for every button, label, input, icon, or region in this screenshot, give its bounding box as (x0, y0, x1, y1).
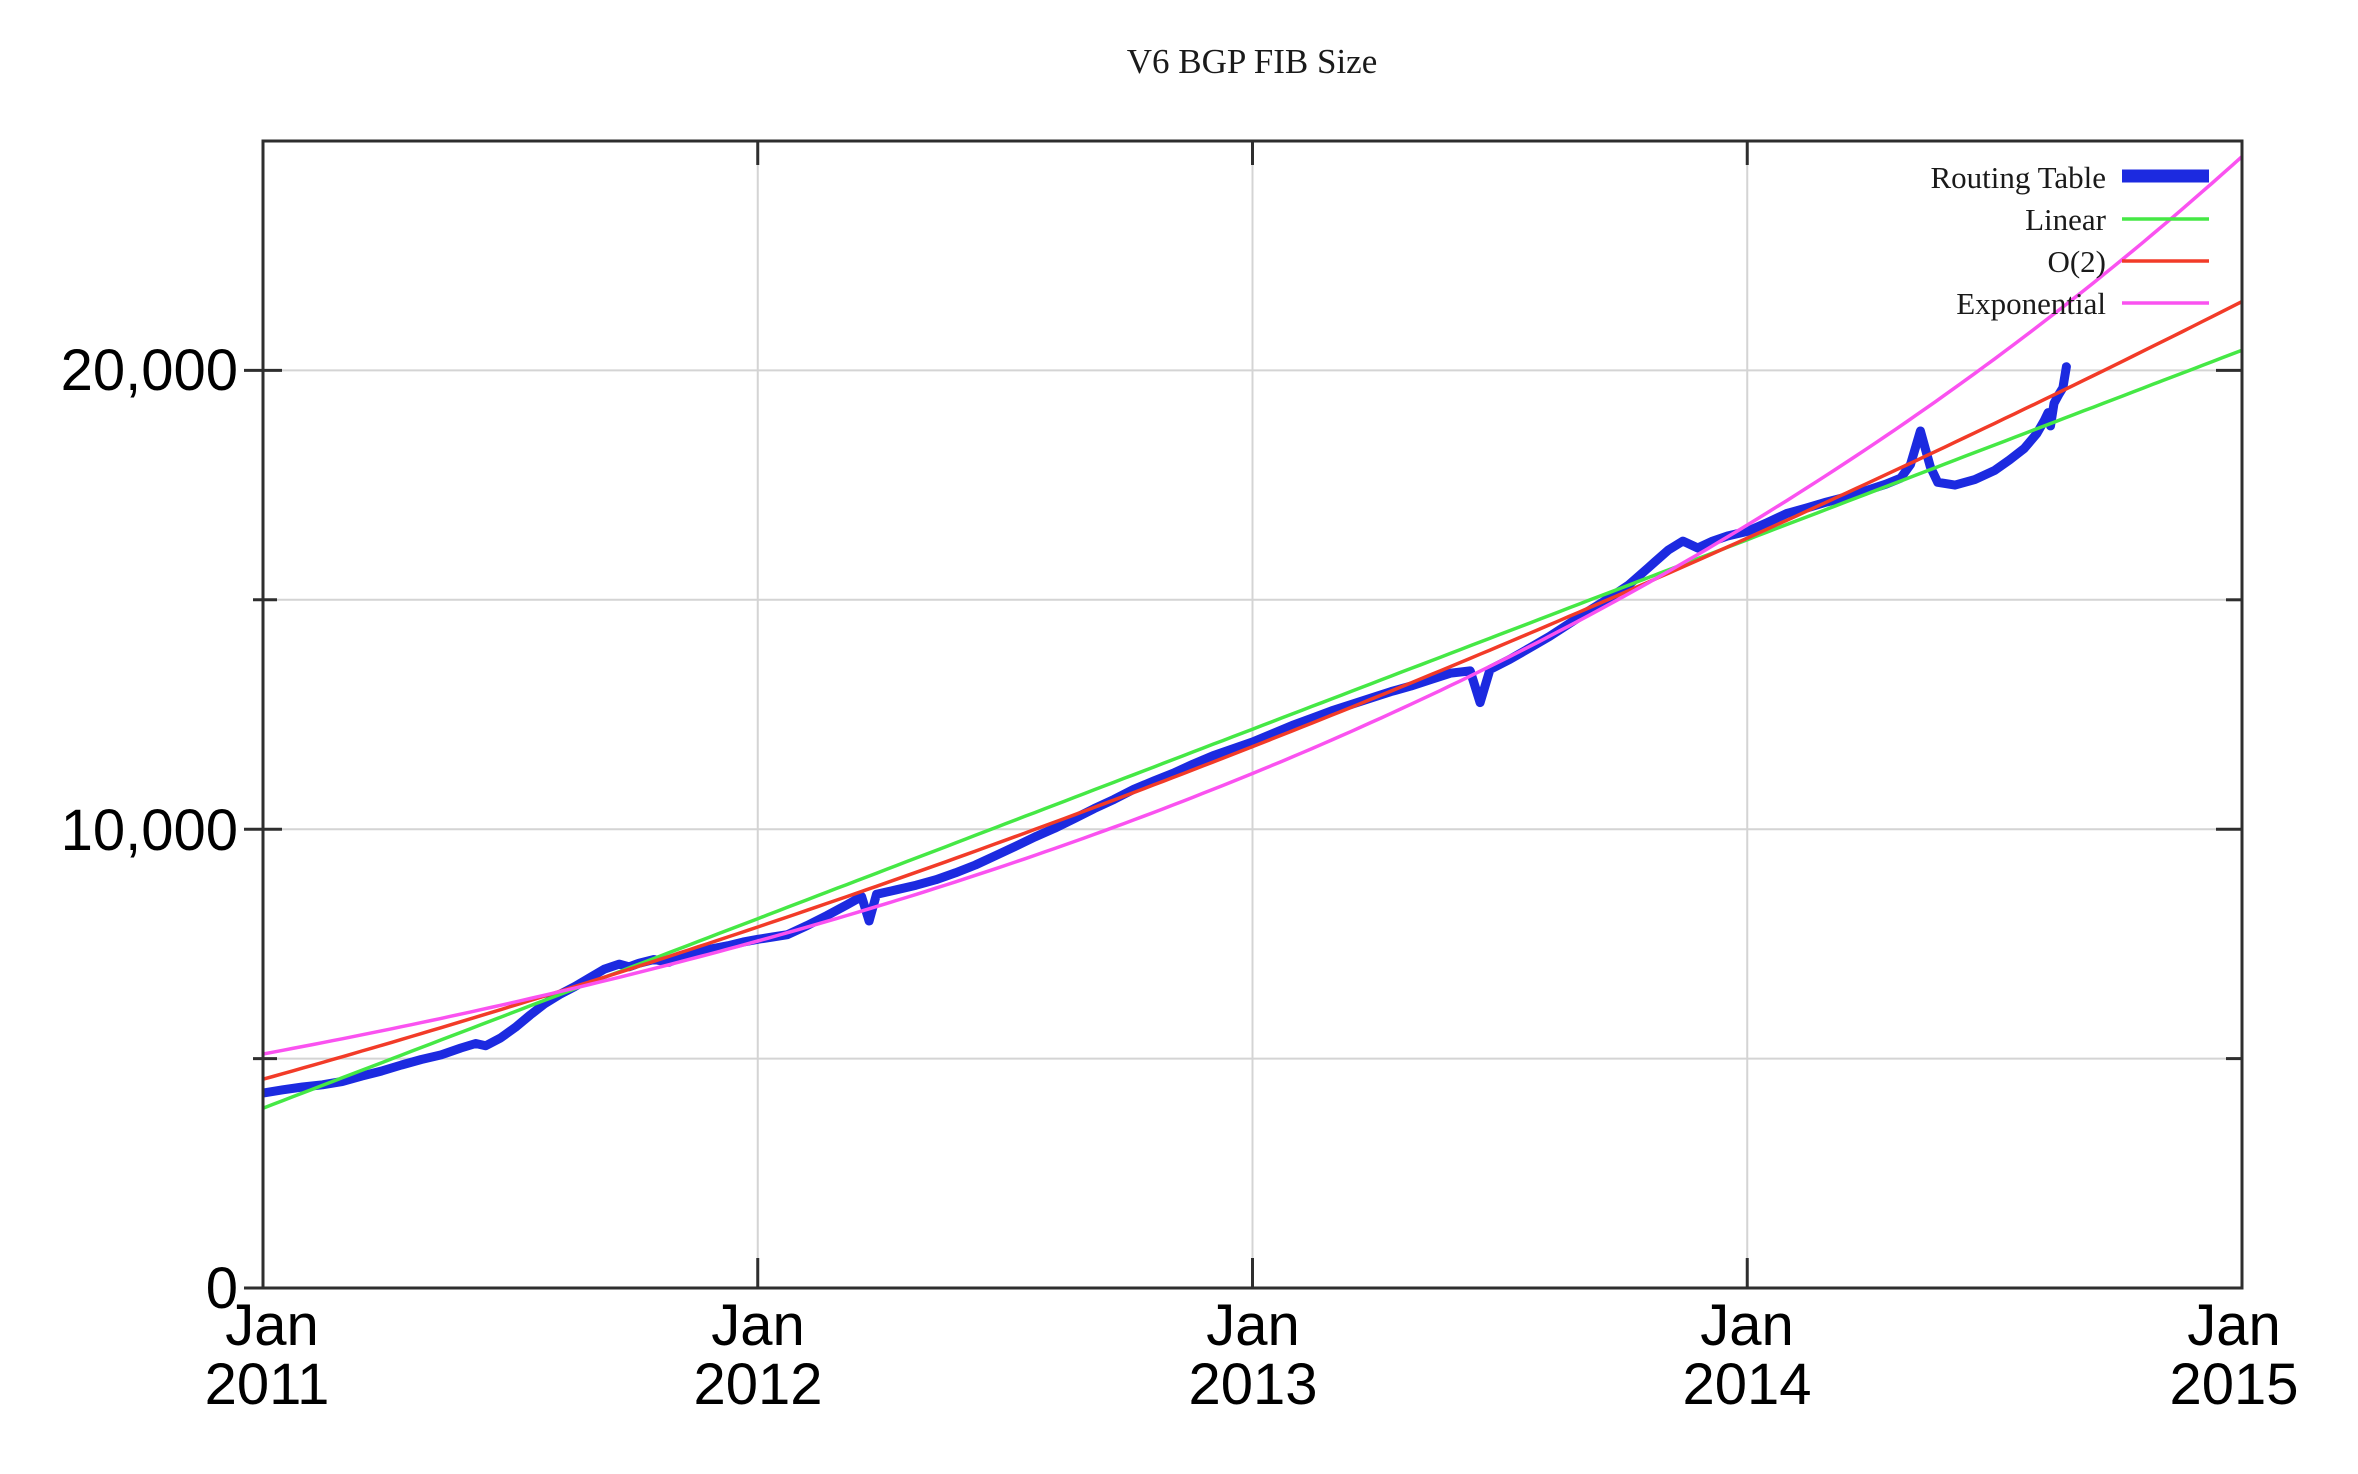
legend-label-o2: O(2) (2047, 244, 2106, 279)
legend-label-exponential: Exponential (1956, 286, 2106, 321)
x-tick-month-2015: Jan (2187, 1293, 2281, 1358)
x-tick-month-2011: Jan (225, 1293, 319, 1358)
x-tick-year-2015: 2015 (2169, 1352, 2298, 1417)
x-tick-year-2012: 2012 (693, 1352, 822, 1417)
x-tick-month-2014: Jan (1700, 1293, 1794, 1358)
y-tick-label-0: 0 (206, 1256, 238, 1321)
plot-border (261, 139, 2244, 1290)
series-line-exponential (263, 154, 2242, 1056)
series-lines (263, 154, 2242, 1110)
chart-title: V6 BGP FIB Size (1127, 42, 1378, 81)
y-tick-label-10000: 10,000 (61, 798, 238, 863)
series-line-routing-table (263, 362, 2071, 1098)
series-line-o-2 (263, 299, 2242, 1081)
gridlines (263, 141, 2242, 1288)
x-tick-year-2014: 2014 (1682, 1352, 1811, 1417)
legend-label-routing-table: Routing Table (1931, 160, 2107, 195)
legend: Routing Table Linear O(2) Exponential (1931, 160, 2209, 321)
y-tick-label-20000: 20,000 (61, 338, 238, 403)
x-tick-month-2013: Jan (1206, 1293, 1300, 1358)
x-tick-month-2012: Jan (711, 1293, 805, 1358)
x-tick-year-2013: 2013 (1188, 1352, 1317, 1417)
axis-ticks (244, 141, 2242, 1290)
x-tick-year-2011: 2011 (205, 1352, 330, 1417)
legend-label-linear: Linear (2025, 202, 2107, 237)
